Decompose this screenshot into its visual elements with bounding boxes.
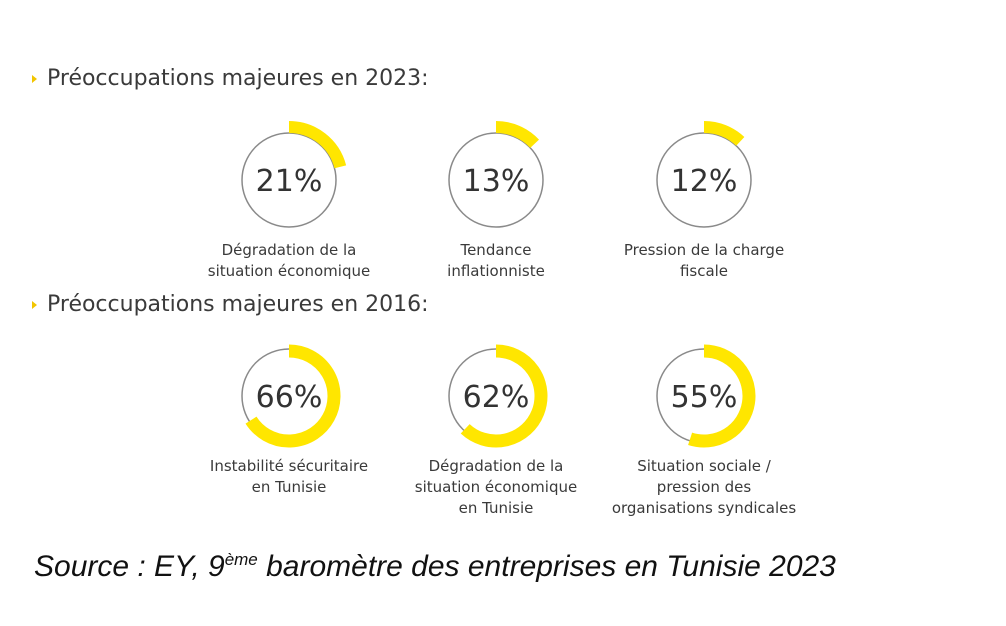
gauge-label: Situation sociale / pression des organis…	[611, 457, 797, 517]
gauge-arc	[703, 121, 745, 146]
gauge-13pct: 13% Tendance inflationniste	[396, 118, 596, 282]
gauge-svg: 13%	[448, 121, 544, 228]
gauge-label: Dégradation de la situation économique	[207, 241, 371, 280]
gauge-arc	[495, 121, 540, 149]
gauge-arc	[460, 344, 548, 448]
gauge-value: 12%	[671, 164, 738, 199]
source-caption: Source : EY, 9ème baromètre des entrepri…	[34, 550, 836, 584]
gauge-label: Dégradation de la situation économique e…	[414, 457, 578, 517]
source-suffix: baromètre des entreprises en Tunisie 202…	[257, 550, 836, 583]
gauge-value: 21%	[256, 164, 323, 199]
gauge-12pct: 12% Pression de la charge fiscale	[604, 118, 804, 282]
section-title-2023: Préoccupations majeures en 2023:	[32, 66, 429, 91]
source-superscript: ème	[224, 550, 258, 569]
gauge-svg: 21%	[241, 121, 347, 228]
gauge-label: Pression de la charge fiscale	[623, 241, 785, 280]
source-prefix: Source : EY, 9	[34, 550, 225, 583]
gauge-66pct: 66% Instabilité sécuritaire en Tunisie	[189, 334, 389, 498]
gauge-arc	[688, 344, 756, 448]
gauge-value: 66%	[256, 380, 323, 415]
gauge-value: 13%	[463, 164, 530, 199]
bullet-icon	[32, 300, 37, 309]
section-title-2016: Préoccupations majeures en 2016:	[32, 292, 429, 317]
gauge-svg: 66%	[241, 344, 341, 448]
gauge-arc	[288, 121, 347, 169]
gauge-svg: 62%	[448, 344, 548, 448]
gauge-svg: 12%	[656, 121, 752, 228]
gauge-label: Instabilité sécuritaire en Tunisie	[209, 457, 369, 496]
section-title-2023-text: Préoccupations majeures en 2023:	[47, 66, 429, 91]
gauge-21pct: 21% Dégradation de la situation économiqu…	[189, 118, 389, 282]
gauge-55pct: 55% Situation sociale / pression des orga…	[604, 334, 804, 519]
gauge-svg: 55%	[656, 344, 756, 448]
section-title-2016-text: Préoccupations majeures en 2016:	[47, 292, 429, 317]
gauge-arc	[245, 344, 341, 448]
gauge-value: 62%	[463, 380, 530, 415]
gauge-62pct: 62% Dégradation de la situation économiqu…	[396, 334, 596, 519]
bullet-icon	[32, 74, 37, 83]
gauge-value: 55%	[671, 380, 738, 415]
gauge-label: Tendance inflationniste	[447, 241, 545, 280]
